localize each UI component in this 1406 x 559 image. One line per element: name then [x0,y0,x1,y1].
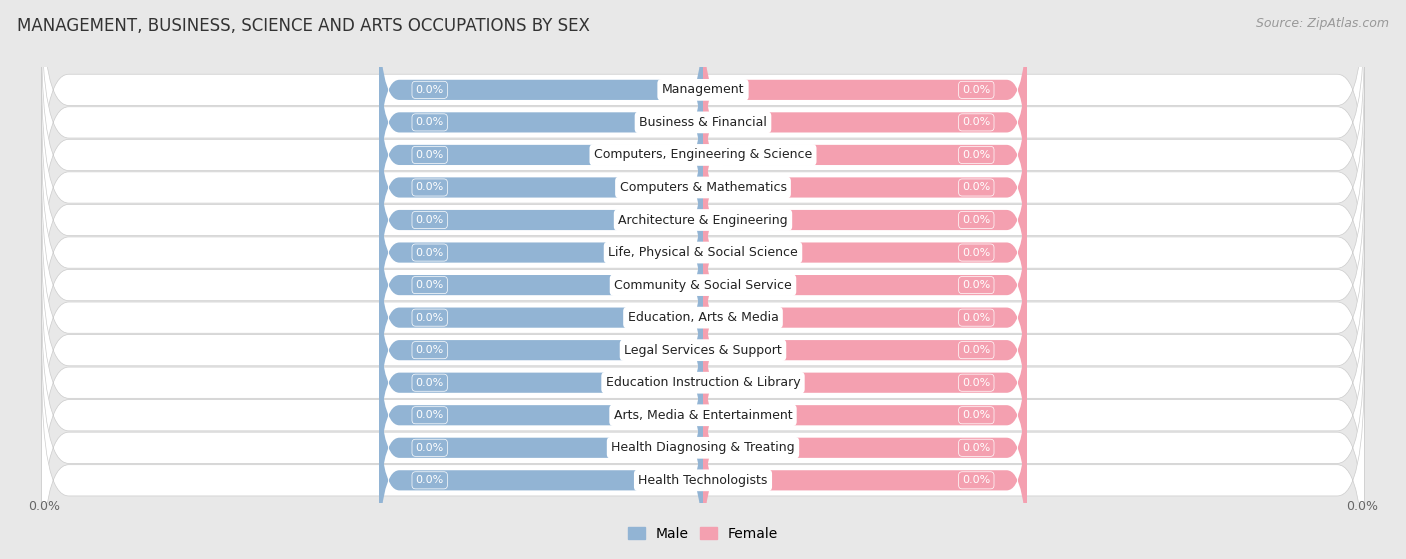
FancyBboxPatch shape [42,40,1364,269]
Text: 0.0%: 0.0% [962,150,990,160]
FancyBboxPatch shape [703,165,1026,340]
Text: 0.0%: 0.0% [416,280,444,290]
FancyBboxPatch shape [42,203,1364,432]
FancyBboxPatch shape [42,8,1364,237]
Text: Community & Social Service: Community & Social Service [614,278,792,292]
Text: 0.0%: 0.0% [962,410,990,420]
FancyBboxPatch shape [380,295,703,470]
FancyBboxPatch shape [42,236,1364,465]
FancyBboxPatch shape [380,35,703,210]
FancyBboxPatch shape [703,230,1026,405]
Text: MANAGEMENT, BUSINESS, SCIENCE AND ARTS OCCUPATIONS BY SEX: MANAGEMENT, BUSINESS, SCIENCE AND ARTS O… [17,17,589,35]
FancyBboxPatch shape [42,333,1364,559]
Text: Legal Services & Support: Legal Services & Support [624,344,782,357]
FancyBboxPatch shape [42,0,1364,205]
Text: 0.0%: 0.0% [962,85,990,95]
Legend: Male, Female: Male, Female [623,521,783,546]
Text: 0.0%: 0.0% [416,248,444,258]
FancyBboxPatch shape [703,2,1026,177]
FancyBboxPatch shape [380,132,703,307]
Text: 0.0%: 0.0% [416,312,444,323]
Text: 0.0%: 0.0% [962,182,990,192]
FancyBboxPatch shape [703,35,1026,210]
FancyBboxPatch shape [703,295,1026,470]
FancyBboxPatch shape [42,73,1364,302]
FancyBboxPatch shape [380,360,703,536]
Text: 0.0%: 0.0% [416,443,444,453]
Text: 0.0%: 0.0% [416,85,444,95]
FancyBboxPatch shape [703,328,1026,503]
Text: Arts, Media & Entertainment: Arts, Media & Entertainment [613,409,793,421]
FancyBboxPatch shape [703,100,1026,275]
Text: Source: ZipAtlas.com: Source: ZipAtlas.com [1256,17,1389,30]
Text: 0.0%: 0.0% [962,312,990,323]
Text: 0.0%: 0.0% [416,182,444,192]
FancyBboxPatch shape [42,301,1364,530]
Text: 0.0%: 0.0% [962,248,990,258]
Text: 0.0%: 0.0% [28,500,60,514]
FancyBboxPatch shape [42,366,1364,559]
FancyBboxPatch shape [380,165,703,340]
Text: Architecture & Engineering: Architecture & Engineering [619,214,787,226]
Text: 0.0%: 0.0% [416,410,444,420]
FancyBboxPatch shape [380,393,703,559]
Text: 0.0%: 0.0% [962,117,990,127]
FancyBboxPatch shape [380,263,703,438]
Text: Health Diagnosing & Treating: Health Diagnosing & Treating [612,441,794,454]
FancyBboxPatch shape [42,268,1364,498]
FancyBboxPatch shape [380,100,703,275]
Text: 0.0%: 0.0% [1346,500,1378,514]
Text: Education Instruction & Library: Education Instruction & Library [606,376,800,389]
Text: 0.0%: 0.0% [416,475,444,485]
Text: 0.0%: 0.0% [962,443,990,453]
FancyBboxPatch shape [703,197,1026,373]
Text: 0.0%: 0.0% [962,215,990,225]
Text: 0.0%: 0.0% [416,215,444,225]
Text: Computers, Engineering & Science: Computers, Engineering & Science [593,149,813,162]
FancyBboxPatch shape [703,360,1026,536]
FancyBboxPatch shape [380,230,703,405]
Text: 0.0%: 0.0% [962,345,990,355]
FancyBboxPatch shape [703,68,1026,243]
Text: Management: Management [662,83,744,96]
FancyBboxPatch shape [380,2,703,177]
FancyBboxPatch shape [42,138,1364,367]
FancyBboxPatch shape [42,170,1364,400]
FancyBboxPatch shape [703,263,1026,438]
Text: 0.0%: 0.0% [416,117,444,127]
Text: 0.0%: 0.0% [962,280,990,290]
Text: 0.0%: 0.0% [416,345,444,355]
Text: Computers & Mathematics: Computers & Mathematics [620,181,786,194]
Text: 0.0%: 0.0% [416,378,444,388]
Text: 0.0%: 0.0% [416,150,444,160]
FancyBboxPatch shape [380,68,703,243]
FancyBboxPatch shape [703,393,1026,559]
FancyBboxPatch shape [42,106,1364,334]
Text: Life, Physical & Social Science: Life, Physical & Social Science [609,246,797,259]
FancyBboxPatch shape [380,328,703,503]
Text: Education, Arts & Media: Education, Arts & Media [627,311,779,324]
Text: 0.0%: 0.0% [962,378,990,388]
Text: Health Technologists: Health Technologists [638,474,768,487]
FancyBboxPatch shape [380,197,703,373]
Text: Business & Financial: Business & Financial [640,116,766,129]
FancyBboxPatch shape [703,132,1026,307]
Text: 0.0%: 0.0% [962,475,990,485]
